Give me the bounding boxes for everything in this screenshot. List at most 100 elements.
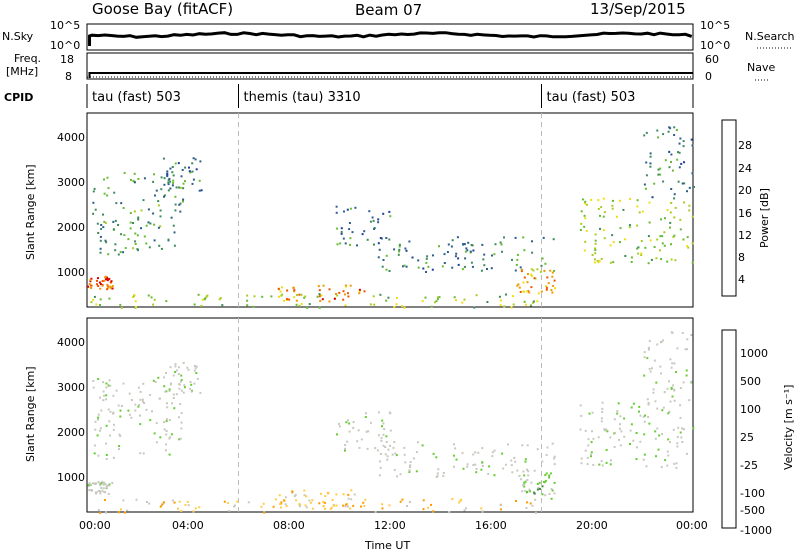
echo-cell [96,222,99,225]
echo-cell [473,306,476,309]
echo-cell [676,347,679,350]
echo-cell [546,276,549,279]
echo-cell [195,372,198,374]
echo-cell [163,183,166,186]
echo-cell [533,491,536,494]
echo-cell [510,464,513,467]
vel-cbar-frame [721,329,737,529]
echo-cell [401,498,404,501]
echo-cell [148,502,151,505]
echo-cell [453,443,455,446]
echo-cell [483,264,486,267]
echo-cell [344,293,346,296]
echo-cell [421,444,424,447]
echo-cell [499,508,502,511]
echo-cell [153,223,156,226]
echo-cell [120,306,123,309]
echo-cell [642,415,645,418]
echo-cell [597,208,600,210]
echo-cell [661,235,664,238]
echo-cell [305,495,308,498]
echo-cell [481,243,484,246]
echo-cell [585,203,588,206]
echo-cell [178,438,181,441]
echo-cell [648,221,651,224]
echo-cell [385,435,388,438]
echo-cell [165,390,168,393]
echo-cell [180,379,183,381]
echo-cell [493,253,496,256]
echo-cell [186,500,189,503]
echo-cell [427,506,430,509]
echo-cell [152,212,155,215]
echo-cell [415,451,418,454]
echo-cell [587,438,590,441]
echo-cell [134,232,137,235]
echo-cell [639,414,642,417]
echo-cell [295,303,298,306]
echo-cell [667,438,670,441]
echo-cell [635,432,638,434]
echo-cell [652,391,655,394]
echo-cell [653,359,656,362]
echo-cell [539,270,542,273]
echo-cell [526,468,529,471]
echo-cell [340,232,343,235]
echo-cell [157,200,160,203]
echo-cell [639,440,642,443]
echo-cell [101,480,104,483]
echo-cell [409,461,412,463]
echo-cell [585,229,588,232]
echo-cell [654,437,657,440]
echo-cell [133,172,136,175]
echo-cell [373,243,375,246]
echo-cell [180,421,183,424]
echo-cell [174,162,177,165]
echo-cell [130,178,132,181]
echo-cell [681,427,683,430]
echo-cell [103,192,106,195]
echo-cell [611,204,614,207]
echo-cell [640,252,643,255]
echo-cell [182,361,185,364]
echo-cell [598,260,601,263]
echo-cell [218,298,221,301]
echo-cell [166,402,168,405]
echo-cell [119,251,122,253]
echo-cell [686,245,689,248]
echo-cell [201,298,204,301]
echo-cell [102,226,105,229]
echo-cell [677,151,679,154]
echo-cell [643,420,646,423]
echo-cell [402,265,404,268]
echo-cell [526,444,529,447]
echo-cell [184,386,186,389]
echo-cell [642,458,645,461]
echo-cell [117,253,120,256]
echo-cell [388,270,391,272]
echo-cell [169,366,172,369]
echo-cell [154,381,157,383]
echo-cell [424,296,427,299]
echo-cell [536,448,539,451]
echo-cell [97,416,100,419]
echo-cell [112,220,115,223]
echo-cell [600,206,603,209]
echo-cell [438,296,441,299]
echo-cell [175,186,178,189]
echo-cell [132,179,135,182]
echo-cell [676,445,679,448]
echo-cell [673,216,676,219]
echo-cell [335,493,338,496]
echo-cell [403,453,406,456]
echo-cell [293,296,296,299]
echo-cell [592,437,595,440]
echo-cell [379,452,382,455]
echo-cell [671,362,674,365]
echo-cell [352,504,355,507]
echo-cell [612,199,614,202]
echo-cell [391,453,394,456]
echo-cell [88,283,91,285]
echo-cell [192,157,195,160]
